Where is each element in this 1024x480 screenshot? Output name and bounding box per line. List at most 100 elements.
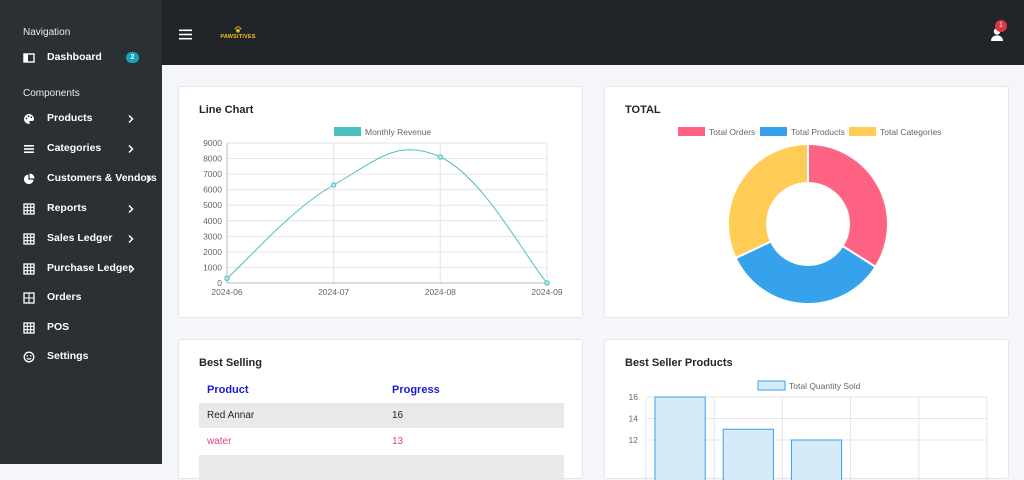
palette-icon bbox=[24, 114, 34, 124]
smile-icon bbox=[23, 351, 35, 363]
pie-icon bbox=[23, 173, 35, 185]
legend-label: Total Orders bbox=[709, 127, 755, 137]
y-tick-label: 6000 bbox=[203, 185, 222, 195]
chevron-right-icon bbox=[128, 204, 134, 214]
donut-chart: Total Orders Total Products Total Categori… bbox=[678, 127, 941, 305]
y-tick-label: 5000 bbox=[203, 200, 222, 210]
legend-swatch bbox=[757, 380, 786, 391]
total-chart-card: TOTAL Total Orders Total Products Total Ca… bbox=[604, 86, 1009, 318]
y-tick-label: 12 bbox=[629, 435, 639, 445]
product-cell: water bbox=[207, 436, 232, 447]
sidebar-item-label: Sales Ledger bbox=[47, 232, 113, 244]
legend-swatch bbox=[760, 127, 787, 136]
donut-slice bbox=[807, 142, 889, 269]
card-title: TOTAL bbox=[625, 104, 661, 116]
table-icon bbox=[23, 292, 35, 304]
sidebar-item-label: Orders bbox=[47, 291, 82, 303]
bar bbox=[722, 428, 774, 480]
legend-swatch bbox=[849, 127, 876, 136]
chevron-right-icon bbox=[128, 144, 134, 154]
sidebar-item-reports[interactable]: Reports bbox=[0, 197, 162, 221]
data-point bbox=[224, 275, 230, 282]
sidebar-item-orders[interactable]: Orders bbox=[0, 286, 162, 310]
sidebar-item-dashboard[interactable]: Dashboard 2 bbox=[0, 46, 162, 70]
series-line-monthly-revenue bbox=[226, 149, 548, 284]
y-tick-label: 3000 bbox=[203, 231, 222, 241]
donut-slice bbox=[734, 240, 877, 305]
y-tick-label: 7000 bbox=[203, 169, 222, 179]
bar-chart: Total Quantity Sold 16 14 12 bbox=[629, 380, 988, 480]
sidebar-item-purchase-ledger[interactable]: Purchase Ledger bbox=[0, 257, 162, 281]
y-tick-label: 9000 bbox=[203, 138, 222, 148]
y-tick-label: 2000 bbox=[203, 247, 222, 257]
logo[interactable]: PAWSITIVES bbox=[220, 26, 256, 44]
table-row[interactable]: Red Annar 16 bbox=[199, 403, 564, 428]
nav-heading-navigation: Navigation bbox=[23, 27, 71, 38]
grid-icon bbox=[23, 203, 35, 215]
bar bbox=[790, 439, 843, 480]
progress-cell: 16 bbox=[392, 410, 404, 421]
sidebar-item-label: POS bbox=[47, 321, 70, 333]
card-title: Best Seller Products bbox=[625, 357, 733, 369]
grid-icon bbox=[23, 322, 35, 334]
sidebar-item-label: Purchase Ledger bbox=[47, 262, 133, 274]
chevron-right-icon bbox=[146, 174, 152, 184]
column-header-progress: Progress bbox=[392, 384, 440, 396]
sidebar-item-sales-ledger[interactable]: Sales Ledger bbox=[0, 227, 162, 251]
sidebar-item-settings[interactable]: Settings bbox=[0, 345, 162, 369]
data-point bbox=[437, 154, 444, 160]
donut-slice bbox=[727, 142, 809, 260]
notification-badge: 1 bbox=[995, 20, 1007, 32]
chevron-right-icon bbox=[128, 234, 134, 244]
line-chart: Monthly Revenue 0 1000 2000 3000 4000 5000 6000… bbox=[203, 127, 563, 297]
card-title: Line Chart bbox=[199, 104, 254, 116]
sidebar-item-label: Customers & Vendors bbox=[47, 172, 157, 184]
chevron-right-icon bbox=[129, 264, 135, 274]
data-point bbox=[544, 280, 550, 286]
bar bbox=[654, 396, 706, 480]
sidebar: Navigation Dashboard 2 Components Produc… bbox=[0, 0, 162, 464]
table-row[interactable] bbox=[199, 455, 564, 480]
paw-icon bbox=[234, 26, 242, 33]
best-selling-card: Best Selling Product Progress Red Annar … bbox=[178, 339, 583, 480]
grid-icon bbox=[23, 233, 35, 245]
sidebar-item-label: Settings bbox=[47, 350, 89, 362]
legend-swatch bbox=[334, 127, 361, 136]
list-icon bbox=[24, 145, 34, 153]
line-chart-card: Line Chart Monthly Revenue 0 1000 2000 3000 4… bbox=[178, 86, 583, 318]
y-tick-label: 0 bbox=[217, 278, 222, 288]
logo-text: PAWSITIVES bbox=[220, 34, 256, 40]
sidebar-item-categories[interactable]: Categories bbox=[0, 137, 162, 161]
product-cell: Red Annar bbox=[207, 410, 255, 421]
dashboard-icon bbox=[23, 53, 35, 63]
x-tick-label: 2024-06 bbox=[211, 287, 242, 297]
table-row[interactable]: water 13 bbox=[199, 429, 564, 454]
y-tick-label: 1000 bbox=[203, 262, 222, 272]
y-tick-label: 4000 bbox=[203, 216, 222, 226]
x-tick-label: 2024-09 bbox=[531, 287, 562, 297]
best-seller-products-card: Best Seller Products Total Quantity Sold… bbox=[604, 339, 1009, 480]
y-tick-label: 8000 bbox=[203, 154, 222, 164]
hamburger-menu-icon[interactable] bbox=[179, 29, 192, 40]
x-tick-label: 2024-07 bbox=[318, 287, 349, 297]
dashboard-badge: 2 bbox=[126, 52, 139, 63]
progress-cell: 13 bbox=[392, 436, 404, 447]
legend-label: Total Products bbox=[791, 127, 845, 137]
data-point bbox=[330, 182, 337, 188]
sidebar-item-pos[interactable]: POS bbox=[0, 316, 162, 340]
y-tick-label: 16 bbox=[629, 392, 639, 402]
legend-label: Total Quantity Sold bbox=[789, 381, 861, 391]
y-tick-label: 14 bbox=[629, 414, 639, 424]
card-title: Best Selling bbox=[199, 357, 262, 369]
x-tick-label: 2024-08 bbox=[425, 287, 456, 297]
legend-label: Total Categories bbox=[880, 127, 941, 137]
sidebar-item-label: Categories bbox=[47, 142, 102, 154]
nav-heading-components: Components bbox=[23, 88, 80, 99]
sidebar-item-label: Reports bbox=[47, 202, 87, 214]
legend-swatch bbox=[678, 127, 705, 136]
grid-icon bbox=[23, 263, 35, 275]
chevron-right-icon bbox=[128, 114, 134, 124]
sidebar-item-products[interactable]: Products bbox=[0, 107, 162, 131]
sidebar-item-label: Products bbox=[47, 112, 93, 124]
sidebar-item-customers-vendors[interactable]: Customers & Vendors bbox=[0, 167, 162, 191]
